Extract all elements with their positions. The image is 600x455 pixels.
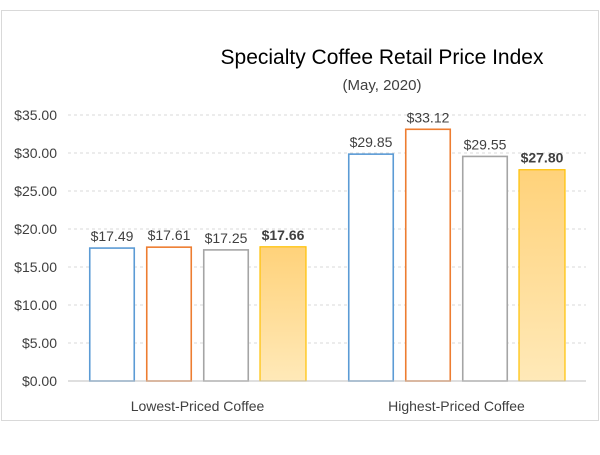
bar-value-label: $17.25 — [205, 230, 248, 246]
bar-value-label: $29.85 — [350, 134, 393, 150]
data-labels: $17.49 $17.61 $17.25 $17.66 $29.85 $33.12 $29.… — [91, 109, 564, 246]
bar-value-label: $17.66 — [262, 227, 305, 243]
bar-value-label: $29.55 — [464, 136, 507, 152]
y-tick-label: $20.00 — [14, 221, 57, 237]
y-tick-label: $35.00 — [14, 107, 57, 123]
bar — [202, 249, 250, 382]
y-tick-label: $10.00 — [14, 297, 57, 313]
bar — [259, 246, 307, 382]
y-tick-label: $30.00 — [14, 145, 57, 161]
bars — [88, 128, 566, 382]
y-tick-label: $0.00 — [22, 373, 57, 389]
bar — [404, 128, 452, 382]
bar — [461, 155, 509, 382]
chart-title: Specialty Coffee Retail Price Index — [221, 46, 544, 69]
bar-value-label: $33.12 — [407, 109, 450, 125]
y-axis-ticks: $0.00 $5.00 $10.00 $15.00 $20.00 $25.00 $30.00… — [14, 107, 57, 389]
x-category-label: Highest-Priced Coffee — [388, 398, 525, 414]
bar-value-label: $27.80 — [521, 150, 564, 166]
bar — [145, 246, 193, 382]
bar — [518, 169, 566, 382]
bar — [88, 247, 136, 382]
y-tick-label: $25.00 — [14, 183, 57, 199]
x-axis-categories: Lowest-Priced Coffee Highest-Priced Coffe… — [131, 398, 525, 414]
bar-value-label: $17.61 — [148, 227, 191, 243]
chart-subtitle: (May, 2020) — [343, 77, 422, 94]
bar — [347, 153, 395, 382]
bar-value-label: $17.49 — [91, 228, 134, 244]
x-category-label: Lowest-Priced Coffee — [131, 398, 265, 414]
y-tick-label: $5.00 — [22, 335, 57, 351]
y-tick-label: $15.00 — [14, 259, 57, 275]
